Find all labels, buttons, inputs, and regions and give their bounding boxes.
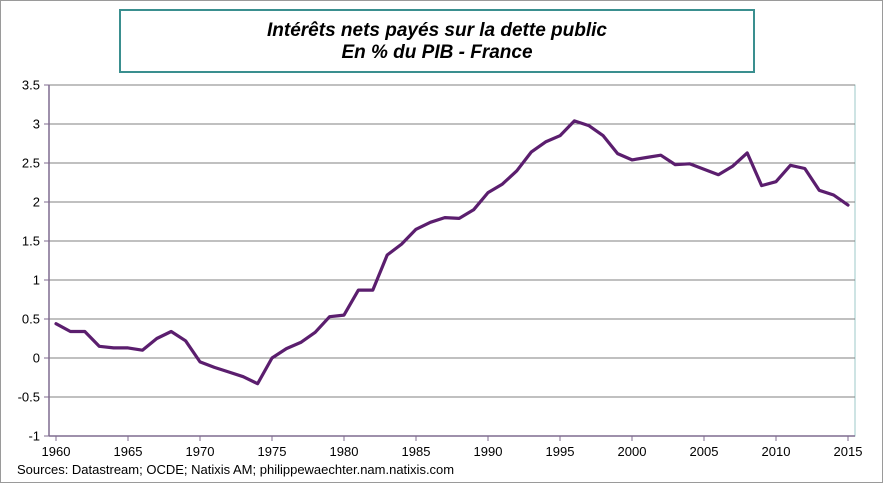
y-tick-label: 2 [33, 195, 40, 210]
y-tick-label: -0.5 [18, 390, 40, 405]
y-tick-label: 0 [33, 351, 40, 366]
y-tick-label: -1 [28, 429, 40, 444]
x-tick-label: 1975 [258, 444, 287, 459]
x-tick-label: 1960 [42, 444, 71, 459]
x-axis-ticks: 1960 1965 1970 1975 1980 1985 1990 1995 2000 2005… [42, 436, 863, 459]
x-tick-label: 2000 [618, 444, 647, 459]
x-tick-label: 2010 [762, 444, 791, 459]
x-tick-label: 1995 [546, 444, 575, 459]
x-tick-label: 2015 [834, 444, 863, 459]
x-tick-label: 1985 [402, 444, 431, 459]
y-tick-label: 1.5 [22, 234, 40, 249]
x-tick-label: 1970 [186, 444, 215, 459]
axes [48, 85, 855, 437]
y-axis-ticks: 3.5 3 2.5 2 1.5 1 0.5 0 -0.5 -1 [18, 78, 49, 444]
chart-title-box: Intérêts nets payés sur la dette public … [119, 9, 755, 73]
y-tick-label: 3.5 [22, 78, 40, 93]
x-tick-label: 1980 [330, 444, 359, 459]
gridlines [49, 84, 855, 398]
y-tick-label: 2.5 [22, 156, 40, 171]
chart-title: Intérêts nets payés sur la dette public [267, 20, 607, 41]
y-tick-label: 3 [33, 117, 40, 132]
plot-area [48, 84, 856, 437]
x-tick-label: 1965 [114, 444, 143, 459]
y-tick-label: 0.5 [22, 312, 40, 327]
chart-subtitle: En % du PIB - France [341, 42, 533, 63]
series-group [54, 119, 850, 386]
x-tick-label: 1990 [474, 444, 503, 459]
series-line [54, 119, 850, 386]
source-note: Sources: Datastream; OCDE; Natixis AM; p… [17, 462, 455, 477]
x-tick-label: 2005 [690, 444, 719, 459]
y-tick-label: 1 [33, 273, 40, 288]
